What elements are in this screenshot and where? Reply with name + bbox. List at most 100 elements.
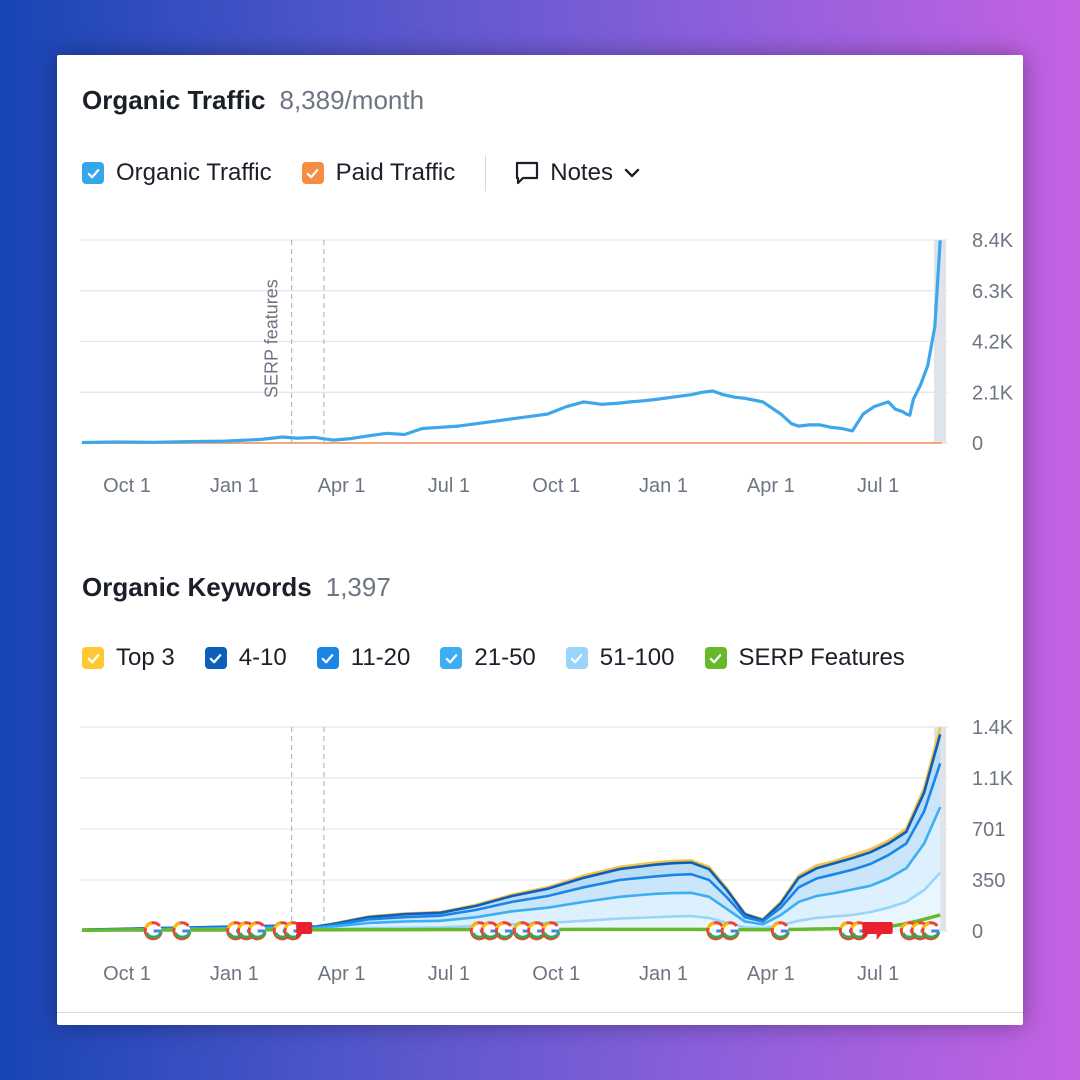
legend-serp-features[interactable]: SERP Features xyxy=(704,644,905,672)
y-tick-label: 0 xyxy=(972,433,983,455)
y-tick-label: 1.4K xyxy=(972,717,1014,739)
y-tick-label: 1.1K xyxy=(972,768,1014,790)
legend-label: Top 3 xyxy=(116,644,175,671)
google-icon-arc xyxy=(495,922,504,929)
legend-11-20[interactable]: 11-20 xyxy=(316,644,411,672)
flag-icon-body xyxy=(876,922,893,934)
y-tick-label: 4.2K xyxy=(972,332,1014,354)
google-icon-arc xyxy=(921,922,930,929)
x-tick-label: Oct 1 xyxy=(532,475,580,497)
checkbox-icon[interactable] xyxy=(704,647,727,669)
checkbox-icon[interactable] xyxy=(316,647,339,669)
google-icon xyxy=(720,921,740,941)
traffic-legend: Organic Traffic Paid Traffic Notes xyxy=(82,155,641,191)
x-tick-label: Apr 1 xyxy=(747,475,795,497)
flag-icon-tail xyxy=(876,934,882,940)
google-icon-arc xyxy=(527,922,536,929)
y-tick-label: 8.4K xyxy=(972,230,1014,252)
legend-paid-traffic[interactable]: Paid Traffic xyxy=(301,159,455,187)
flag-icon-body xyxy=(862,922,879,934)
annotation-label: SERP features xyxy=(262,279,282,398)
x-tick-label: Apr 1 xyxy=(318,475,366,497)
legend-top-3[interactable]: Top 3 xyxy=(82,644,175,672)
checkbox-icon[interactable] xyxy=(301,162,324,184)
google-icon-arc xyxy=(470,922,479,929)
y-tick-label: 701 xyxy=(972,819,1005,841)
chevron-down-icon xyxy=(624,168,640,178)
keywords-legend: Top 3 4-10 11-20 21-50 51-100 xyxy=(82,644,935,672)
checkbox-icon[interactable] xyxy=(440,647,463,669)
flag-icon-tail xyxy=(862,934,868,940)
checkbox-icon[interactable] xyxy=(82,647,104,669)
comment-icon xyxy=(516,161,539,185)
google-icon xyxy=(706,921,726,941)
legend-label: 21-50 xyxy=(474,644,536,671)
x-tick-label: Oct 1 xyxy=(532,963,580,985)
google-icon-arc xyxy=(237,922,246,929)
google-icon-arc xyxy=(706,922,715,929)
google-icon xyxy=(541,921,561,941)
checkbox-icon[interactable] xyxy=(204,647,227,669)
flag-icon xyxy=(862,922,879,940)
organic-keywords-chart[interactable]: 0 350 701 1.1K 1.4K Oct 1 Jan 1 Apr 1 Jul 1 Oct 1… xyxy=(57,55,1023,1025)
google-icon-arc xyxy=(172,922,181,929)
google-icon-arc xyxy=(721,922,729,929)
x-tick-label: Jul 1 xyxy=(428,475,470,497)
google-icon xyxy=(247,921,267,941)
google-icon-arc xyxy=(145,931,163,939)
google-icon-arc xyxy=(273,922,282,929)
x-tick-label: Jan 1 xyxy=(639,475,688,497)
x-tick-label: Jul 1 xyxy=(857,963,899,985)
google-icon-arc xyxy=(174,931,192,939)
legend-51-100[interactable]: 51-100 xyxy=(565,644,675,672)
y-tick-label: 6.3K xyxy=(972,281,1014,303)
x-tick-label: Oct 1 xyxy=(103,963,151,985)
series-line-organic-traffic xyxy=(81,240,942,445)
traffic-value: 8,389/month xyxy=(279,85,425,115)
google-icon-arc xyxy=(722,931,740,939)
flag-icon-tail xyxy=(296,934,302,940)
card-divider xyxy=(57,1012,1023,1013)
google-icon-arc xyxy=(771,922,780,929)
checkbox-icon[interactable] xyxy=(565,647,588,669)
legend-organic-traffic[interactable]: Organic Traffic xyxy=(82,159,272,187)
keywords-value: 1,397 xyxy=(325,572,391,602)
x-tick-label: Jul 1 xyxy=(428,963,470,985)
google-icon-arc xyxy=(226,922,235,929)
traffic-title: Organic Traffic xyxy=(82,85,266,115)
google-icon-arc xyxy=(542,922,550,929)
checkbox-icon[interactable] xyxy=(82,162,104,184)
x-tick-label: Jan 1 xyxy=(639,963,688,985)
x-tick-label: Jan 1 xyxy=(210,475,259,497)
organic-traffic-chart[interactable]: 0 2.1K 4.2K 6.3K 8.4K Oct 1 Jan 1 Apr 1 Jul 1 Oct… xyxy=(57,55,1023,525)
keywords-title-row: Organic Keywords 1,397 xyxy=(82,572,391,603)
legend-label: 11-20 xyxy=(350,644,411,671)
legend-4-10[interactable]: 4-10 xyxy=(204,644,287,672)
google-icon-arc xyxy=(496,931,514,939)
google-icon-arc xyxy=(911,922,919,929)
keywords-title: Organic Keywords xyxy=(82,572,312,602)
legend-label: SERP Features xyxy=(738,644,905,671)
x-tick-label: Apr 1 xyxy=(318,963,366,985)
google-icon xyxy=(770,921,790,941)
y-tick-label: 350 xyxy=(972,870,1005,892)
legend-label: 4-10 xyxy=(238,644,287,671)
google-icon-arc xyxy=(481,922,489,929)
x-tick-label: Oct 1 xyxy=(103,475,151,497)
flag-icon xyxy=(876,922,893,940)
google-icon xyxy=(512,921,532,941)
google-icon-arc xyxy=(249,931,267,939)
google-icon xyxy=(494,921,514,941)
google-icon-arc xyxy=(284,922,292,929)
google-icon-arc xyxy=(772,931,790,939)
google-icon-arc xyxy=(922,931,941,939)
legend-21-50[interactable]: 21-50 xyxy=(440,644,536,672)
legend-label: 51-100 xyxy=(599,644,675,671)
google-icon-arc xyxy=(543,931,561,939)
x-tick-label: Jan 1 xyxy=(210,963,259,985)
notes-dropdown[interactable]: Notes xyxy=(514,159,641,187)
google-icon xyxy=(143,921,163,941)
google-icon-arc xyxy=(900,922,909,929)
y-tick-label: 0 xyxy=(972,921,983,943)
x-tick-label: Apr 1 xyxy=(747,963,795,985)
